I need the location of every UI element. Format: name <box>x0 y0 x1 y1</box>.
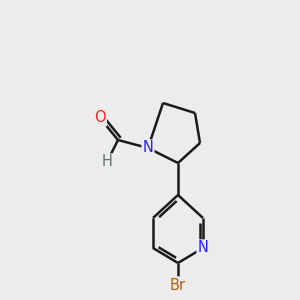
Text: N: N <box>198 241 208 256</box>
Text: H: H <box>102 154 112 169</box>
Text: N: N <box>142 140 153 155</box>
Text: Br: Br <box>170 278 186 292</box>
Text: O: O <box>94 110 106 125</box>
